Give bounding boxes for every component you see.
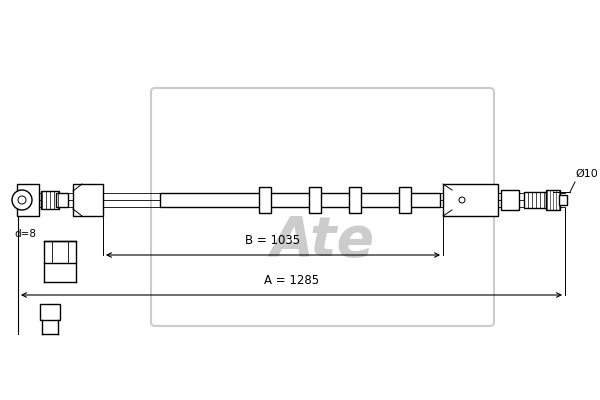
Bar	[73, 184, 103, 216]
Circle shape	[459, 197, 465, 203]
Bar	[56, 193, 68, 207]
Circle shape	[18, 196, 26, 204]
Bar	[349, 187, 361, 213]
Bar	[559, 195, 567, 205]
Text: 580453: 580453	[394, 16, 482, 36]
Text: 24.3727-0453.2: 24.3727-0453.2	[136, 16, 320, 36]
Text: Ø10: Ø10	[575, 169, 598, 179]
Bar	[259, 187, 271, 213]
Bar	[41, 191, 59, 209]
Text: A = 1285: A = 1285	[264, 274, 319, 287]
Text: B = 1035: B = 1035	[245, 234, 301, 247]
Bar	[40, 304, 60, 320]
Bar	[501, 190, 519, 210]
Bar	[443, 184, 497, 216]
Bar	[309, 187, 321, 213]
Bar	[399, 187, 411, 213]
Bar	[546, 190, 560, 210]
Circle shape	[12, 190, 32, 210]
Bar	[524, 192, 546, 208]
Text: Ate: Ate	[271, 214, 374, 268]
Bar	[160, 193, 440, 207]
Text: d=8: d=8	[14, 229, 36, 239]
Bar	[17, 184, 39, 216]
Bar	[44, 241, 76, 263]
